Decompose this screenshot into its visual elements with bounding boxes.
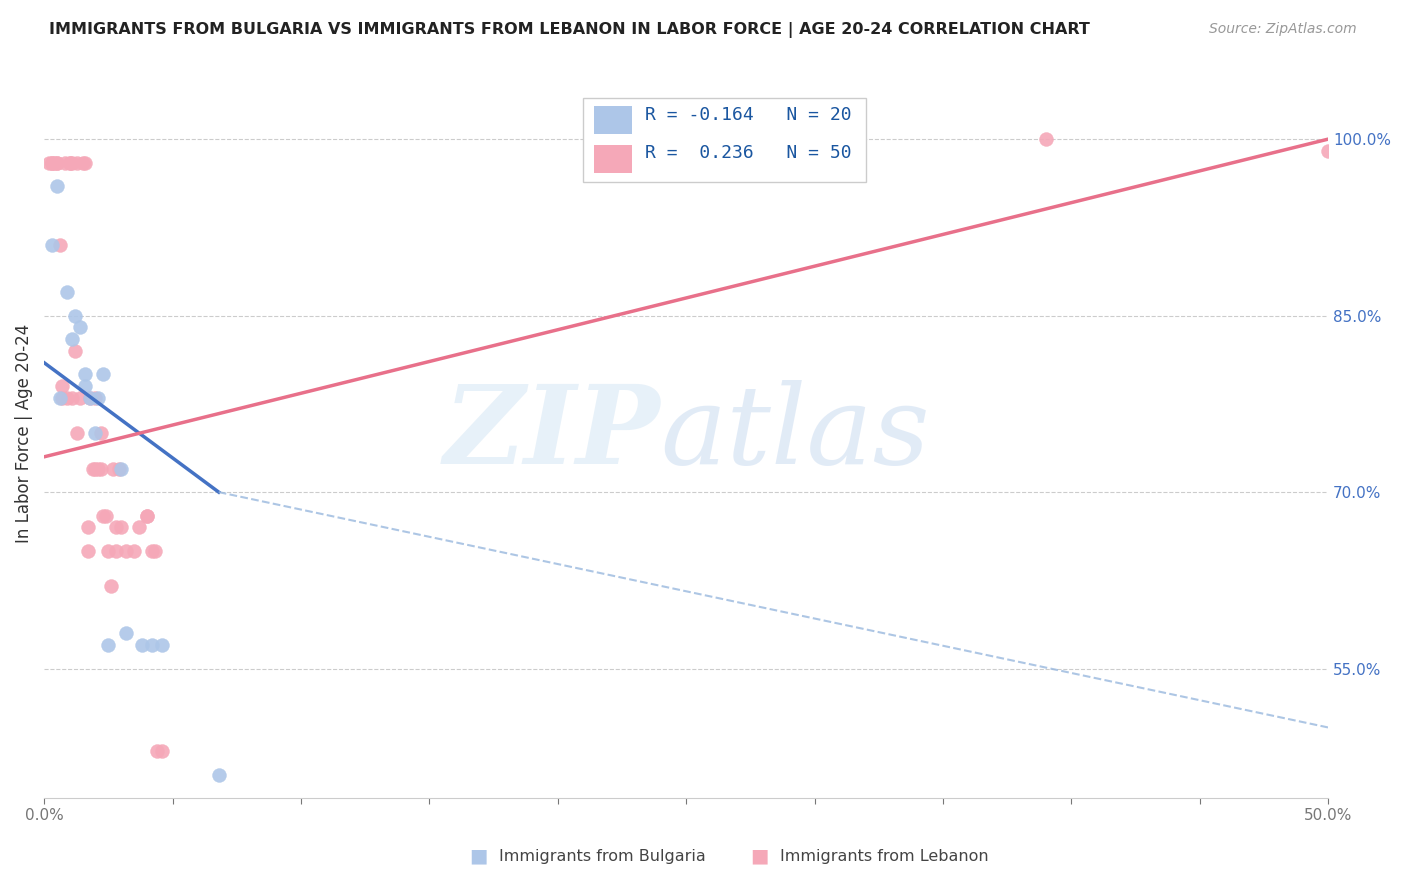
Point: [115, 544, 138, 558]
Point: [1317, 144, 1340, 158]
Point: [131, 638, 153, 652]
Point: [41, 155, 63, 169]
Point: [66, 426, 89, 441]
Point: [107, 461, 129, 475]
Point: [90, 426, 112, 441]
Point: [146, 744, 169, 758]
Point: [69, 391, 91, 405]
Point: [51, 391, 73, 405]
Point: [141, 638, 163, 652]
Point: [79, 391, 101, 405]
Point: [105, 544, 128, 558]
Point: [41, 238, 63, 252]
Point: [56, 285, 79, 299]
Text: Source: ZipAtlas.com: Source: ZipAtlas.com: [1209, 22, 1357, 37]
Point: [66, 155, 89, 169]
Point: [97, 638, 120, 652]
Text: IMMIGRANTS FROM BULGARIA VS IMMIGRANTS FROM LEBANON IN LABOR FORCE | AGE 20-24 C: IMMIGRANTS FROM BULGARIA VS IMMIGRANTS F…: [49, 22, 1090, 38]
Text: R = -0.164   N = 20: R = -0.164 N = 20: [645, 106, 852, 124]
Point: [150, 638, 173, 652]
Bar: [593, 106, 633, 134]
Point: [91, 368, 114, 382]
Point: [53, 155, 76, 169]
Point: [128, 520, 150, 534]
Point: [63, 343, 86, 358]
Point: [110, 520, 132, 534]
FancyBboxPatch shape: [583, 98, 866, 182]
Point: [41, 155, 63, 169]
Point: [1035, 132, 1057, 146]
Point: [115, 626, 138, 640]
Point: [48, 391, 70, 405]
Text: ZIP: ZIP: [444, 379, 661, 487]
Point: [91, 508, 114, 523]
Point: [94, 508, 117, 523]
Point: [63, 309, 86, 323]
Point: [143, 544, 166, 558]
Point: [76, 544, 98, 558]
Point: [60, 155, 83, 169]
Text: atlas: atlas: [661, 379, 931, 487]
Point: [97, 544, 120, 558]
Point: [87, 391, 110, 405]
Point: [46, 155, 69, 169]
Point: [60, 391, 83, 405]
Point: [84, 426, 107, 441]
Point: [208, 767, 231, 781]
Point: [135, 508, 157, 523]
Point: [110, 461, 132, 475]
Point: [72, 155, 94, 169]
Point: [46, 179, 69, 194]
Text: ■: ■: [749, 847, 769, 866]
Point: [135, 508, 157, 523]
Point: [100, 579, 122, 593]
Text: Immigrants from Bulgaria: Immigrants from Bulgaria: [499, 849, 706, 863]
Text: Immigrants from Lebanon: Immigrants from Lebanon: [780, 849, 988, 863]
Point: [150, 744, 173, 758]
Point: [38, 155, 60, 169]
Bar: [593, 145, 633, 173]
Point: [82, 461, 104, 475]
Point: [51, 379, 73, 393]
Point: [84, 391, 107, 405]
Point: [105, 520, 128, 534]
Point: [122, 544, 145, 558]
Point: [103, 461, 125, 475]
Point: [90, 461, 112, 475]
Point: [59, 155, 82, 169]
Point: [56, 391, 79, 405]
Y-axis label: In Labor Force | Age 20-24: In Labor Force | Age 20-24: [15, 324, 32, 543]
Point: [75, 379, 97, 393]
Point: [75, 155, 97, 169]
Point: [69, 320, 91, 334]
Point: [79, 391, 101, 405]
Point: [48, 238, 70, 252]
Point: [46, 155, 69, 169]
Text: ■: ■: [468, 847, 488, 866]
Point: [141, 544, 163, 558]
Point: [44, 155, 66, 169]
Point: [84, 461, 107, 475]
Point: [59, 155, 82, 169]
Point: [76, 520, 98, 534]
Point: [60, 332, 83, 346]
Text: R =  0.236   N = 50: R = 0.236 N = 50: [645, 145, 852, 162]
Point: [75, 368, 97, 382]
Point: [87, 461, 110, 475]
